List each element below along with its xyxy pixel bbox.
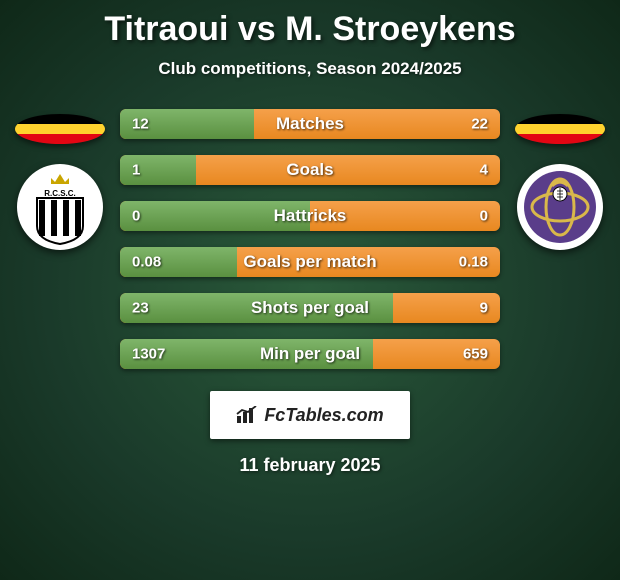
stat-bar: 0 Hattricks 0 bbox=[120, 201, 500, 231]
stat-label: Hattricks bbox=[274, 206, 347, 226]
right-flag-icon bbox=[515, 114, 605, 144]
left-flag-icon bbox=[15, 114, 105, 144]
stats-bars: 12 Matches 22 1 Goals 4 0 Hattricks 0 0.08 Goals p… bbox=[120, 109, 500, 369]
left-club-badge-icon: R.C.S.C. bbox=[17, 164, 103, 250]
stat-label: Shots per goal bbox=[251, 298, 369, 318]
brand-box: FcTables.com bbox=[210, 391, 410, 439]
stat-value-right: 22 bbox=[471, 116, 488, 133]
stat-bar: 23 Shots per goal 9 bbox=[120, 293, 500, 323]
left-player-column: R.C.S.C. bbox=[10, 109, 110, 250]
page-title: Titraoui vs M. Stroeykens bbox=[104, 10, 515, 49]
stat-value-left: 12 bbox=[132, 116, 149, 133]
brand-chart-icon bbox=[236, 406, 258, 424]
stat-value-left: 0.08 bbox=[132, 254, 161, 271]
stat-label: Goals bbox=[286, 160, 333, 180]
stat-value-right: 659 bbox=[463, 346, 488, 363]
stat-bar: 12 Matches 22 bbox=[120, 109, 500, 139]
stat-value-left: 1 bbox=[132, 162, 140, 179]
brand-text: FcTables.com bbox=[264, 405, 383, 426]
content-row: R.C.S.C. 12 Matches 22 1 Goals 4 0 Hattricks 0 0.… bbox=[0, 109, 620, 369]
stat-label: Matches bbox=[276, 114, 344, 134]
stat-value-left: 1307 bbox=[132, 346, 165, 363]
stat-label: Goals per match bbox=[243, 252, 376, 272]
stat-value-right: 4 bbox=[480, 162, 488, 179]
date-text: 11 february 2025 bbox=[239, 455, 380, 476]
page-subtitle: Club competitions, Season 2024/2025 bbox=[158, 59, 461, 79]
stat-value-right: 0 bbox=[480, 208, 488, 225]
svg-text:R.C.S.C.: R.C.S.C. bbox=[44, 189, 76, 198]
stat-label: Min per goal bbox=[260, 344, 360, 364]
right-club-badge-icon bbox=[517, 164, 603, 250]
stat-bar: 1307 Min per goal 659 bbox=[120, 339, 500, 369]
stat-bar: 0.08 Goals per match 0.18 bbox=[120, 247, 500, 277]
stat-value-left: 0 bbox=[132, 208, 140, 225]
stat-value-right: 0.18 bbox=[459, 254, 488, 271]
footer: FcTables.com 11 february 2025 bbox=[210, 391, 410, 476]
stat-bar: 1 Goals 4 bbox=[120, 155, 500, 185]
stat-value-right: 9 bbox=[480, 300, 488, 317]
right-player-column bbox=[510, 109, 610, 250]
stat-value-left: 23 bbox=[132, 300, 149, 317]
root-container: Titraoui vs M. Stroeykens Club competiti… bbox=[0, 0, 620, 486]
